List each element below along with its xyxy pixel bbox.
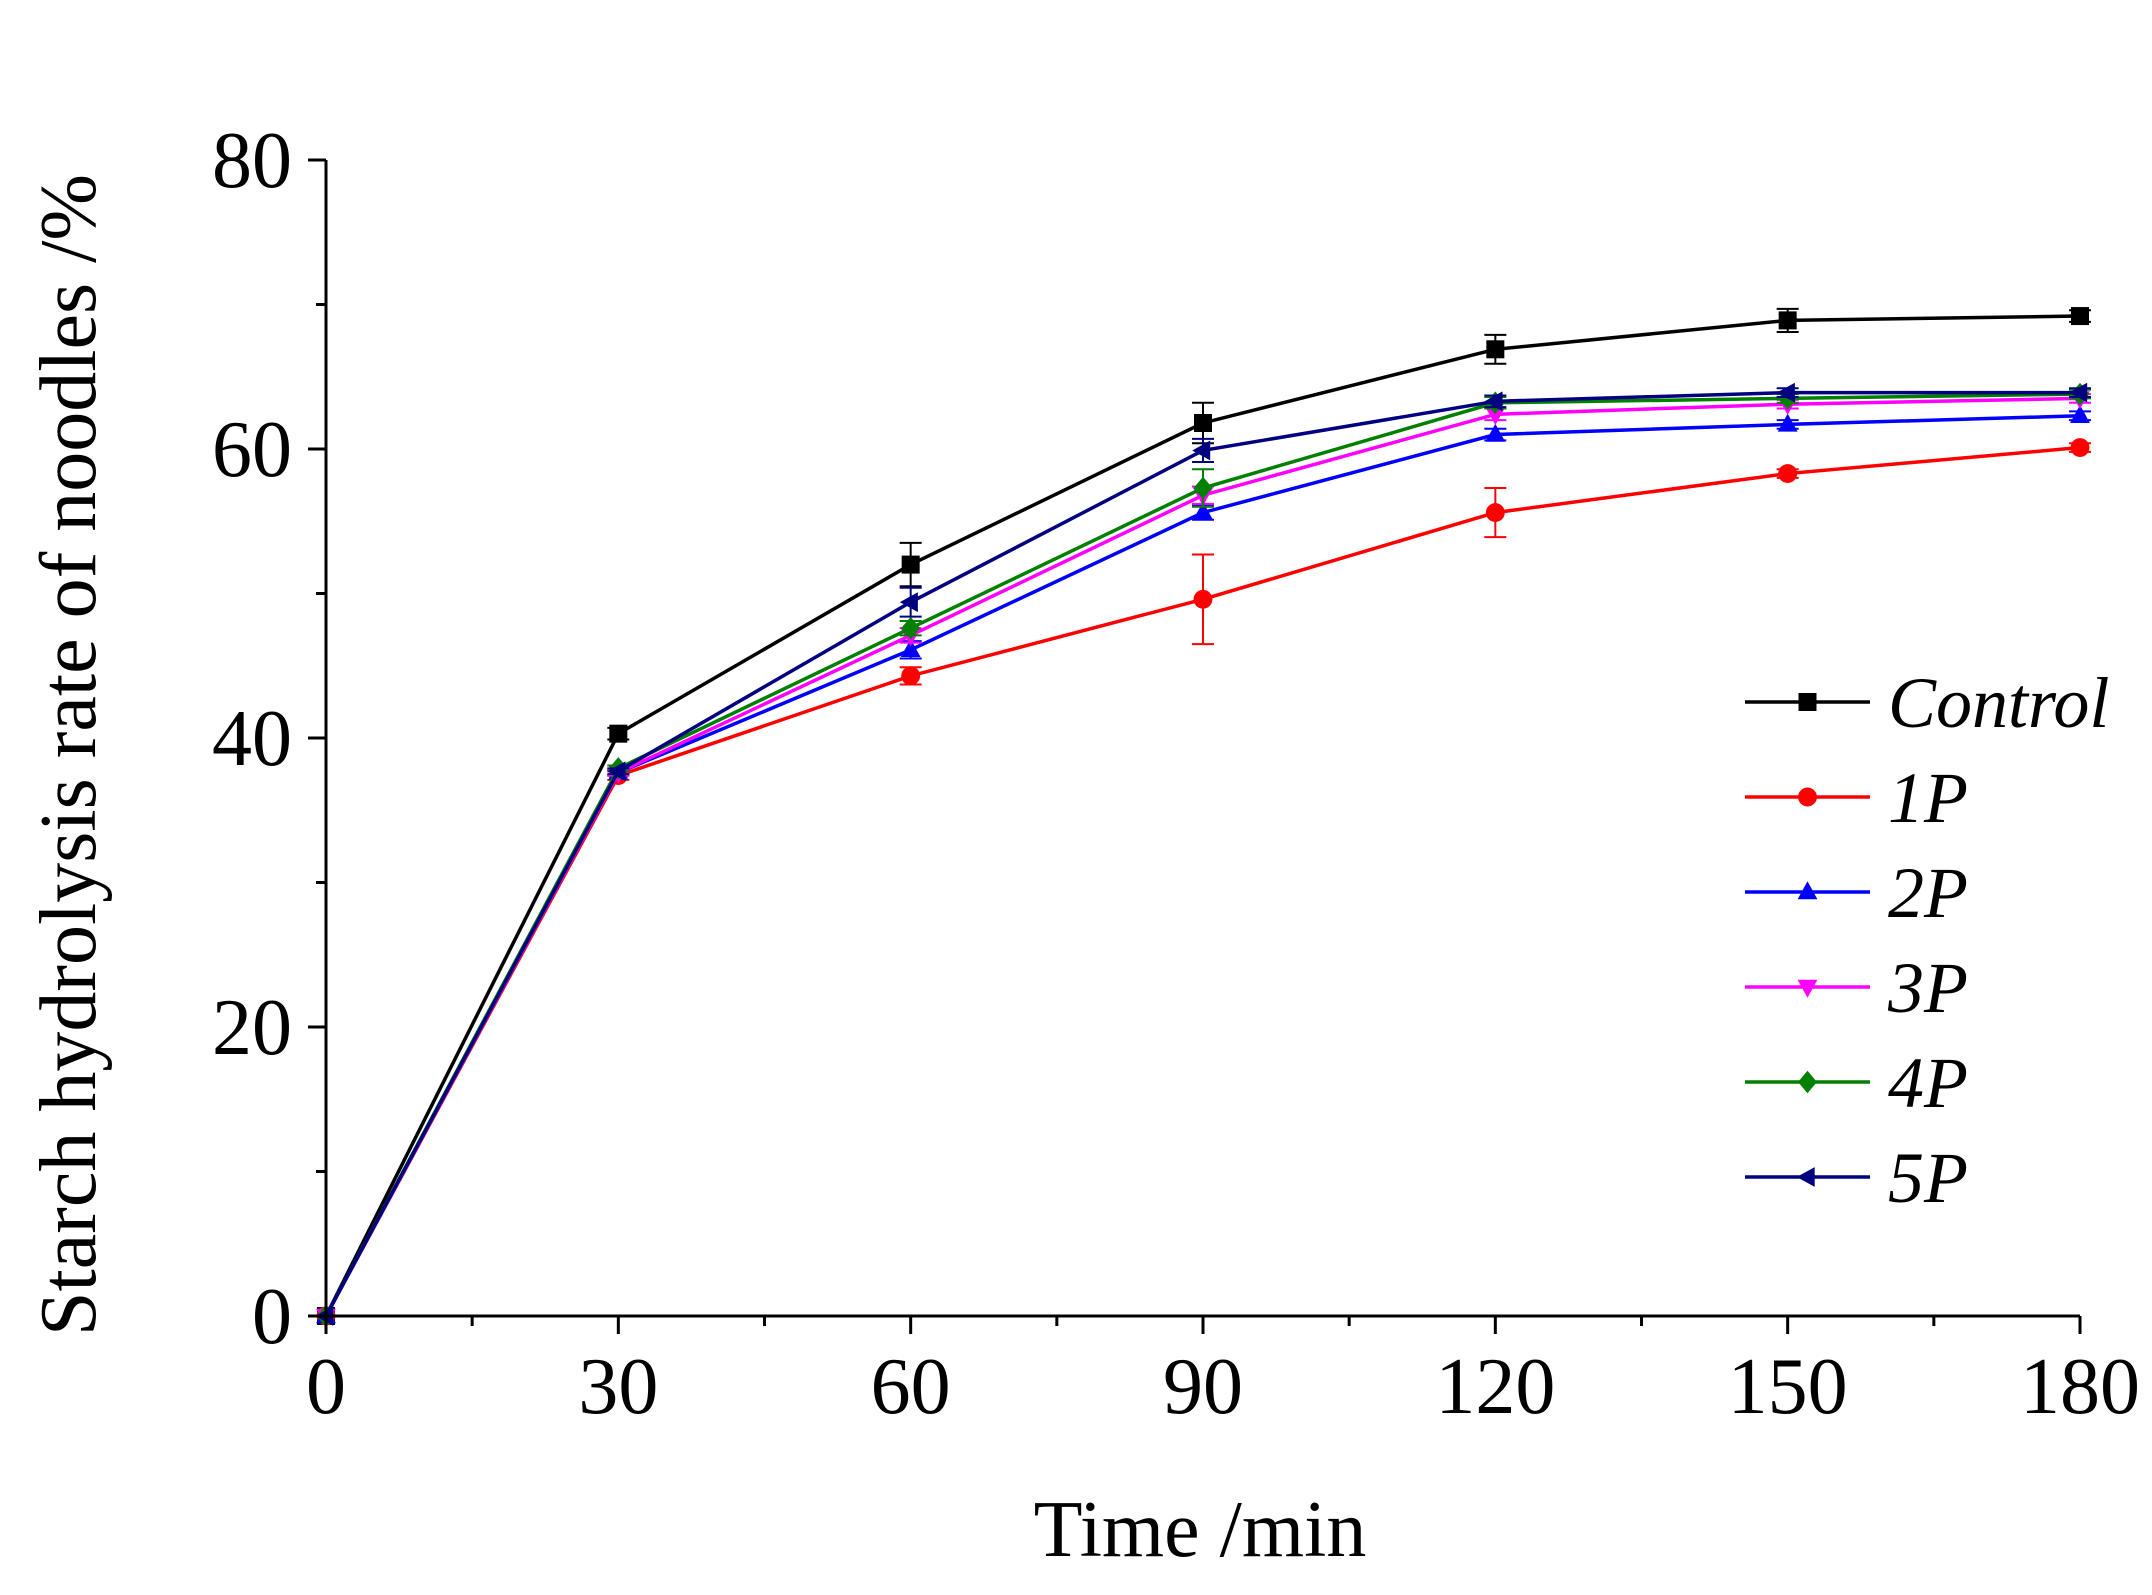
x-tick-label: 150 xyxy=(1728,1343,1848,1431)
y-tick-label: 40 xyxy=(212,695,292,783)
series-control xyxy=(317,307,2091,1325)
point-1p xyxy=(901,666,921,686)
point-1p xyxy=(1193,589,1213,609)
plot-area xyxy=(315,307,2091,1328)
series-3p xyxy=(316,391,2091,1327)
point-1p xyxy=(1485,503,1505,523)
x-axis-title: Time /min xyxy=(1034,1486,1367,1574)
point-control xyxy=(901,555,920,574)
point-2p xyxy=(2070,404,2090,423)
legend-marker-4p xyxy=(1798,1070,1817,1094)
point-5p xyxy=(899,592,918,613)
point-control xyxy=(2071,307,2089,326)
series-5p xyxy=(315,382,2091,1326)
axes: 0 30 60 90 120 150 180 0 20 40 60 80 xyxy=(212,117,2140,1431)
point-2p xyxy=(1777,413,1798,432)
x-tick-label: 120 xyxy=(1435,1343,1555,1431)
point-4p xyxy=(901,616,921,640)
legend-item-3p: 3P xyxy=(1745,948,1968,1028)
legend-item-5p: 5P xyxy=(1745,1138,1968,1218)
point-2p xyxy=(1485,423,1506,442)
x-tick-label: 30 xyxy=(578,1343,658,1431)
y-axis-title: Starch hydrolysis rate of noodles /% xyxy=(25,174,113,1336)
legend-item-control: Control xyxy=(1745,663,2109,743)
legend-item-4p: 4P xyxy=(1745,1043,1968,1123)
legend-label-4p: 4P xyxy=(1888,1043,1968,1123)
point-5p xyxy=(1192,440,1211,461)
point-1p xyxy=(2070,438,2090,458)
legend-marker-5p xyxy=(1796,1167,1815,1187)
point-control xyxy=(1194,413,1212,432)
point-5p xyxy=(1484,391,1503,412)
legend-marker-3p xyxy=(1797,979,1818,998)
point-5p xyxy=(1776,382,1795,403)
legend-label-control: Control xyxy=(1888,663,2109,743)
point-control xyxy=(1486,340,1505,359)
line-control xyxy=(324,314,2081,1317)
y-tick-label: 0 xyxy=(252,1273,292,1361)
point-control xyxy=(1778,311,1797,330)
legend-label-2p: 2P xyxy=(1888,853,1968,933)
legend-item-1p: 1P xyxy=(1745,758,1968,838)
point-1p xyxy=(1778,464,1798,484)
legend-marker-2p xyxy=(1797,881,1818,900)
series-4p xyxy=(316,382,2091,1328)
x-tick-label: 90 xyxy=(1163,1343,1243,1431)
point-2p xyxy=(1193,501,1213,520)
legend-marker-control xyxy=(1798,693,1817,711)
point-control xyxy=(609,724,628,743)
point-5p xyxy=(2069,382,2088,403)
y-tick-label: 20 xyxy=(212,984,292,1072)
y-tick-label: 60 xyxy=(212,406,292,494)
legend: Control 1P 2P 3P 4P 5P xyxy=(1745,663,2109,1218)
x-tick-label: 60 xyxy=(871,1343,951,1431)
series-2p xyxy=(316,404,2091,1324)
x-tick-label: 0 xyxy=(306,1343,346,1431)
point-5p xyxy=(607,761,626,782)
legend-label-3p: 3P xyxy=(1887,948,1968,1028)
line-2p xyxy=(324,414,2081,1317)
point-3p xyxy=(1485,407,1506,426)
point-4p xyxy=(1193,476,1213,500)
series-1p xyxy=(316,438,2091,1326)
legend-label-5p: 5P xyxy=(1888,1138,1968,1218)
x-tick-label: 180 xyxy=(2020,1343,2140,1431)
legend-label-1p: 1P xyxy=(1888,758,1968,838)
point-2p xyxy=(900,639,921,658)
legend-item-2p: 2P xyxy=(1745,853,1968,933)
legend-marker-1p xyxy=(1798,787,1817,807)
y-tick-label: 80 xyxy=(212,117,292,205)
